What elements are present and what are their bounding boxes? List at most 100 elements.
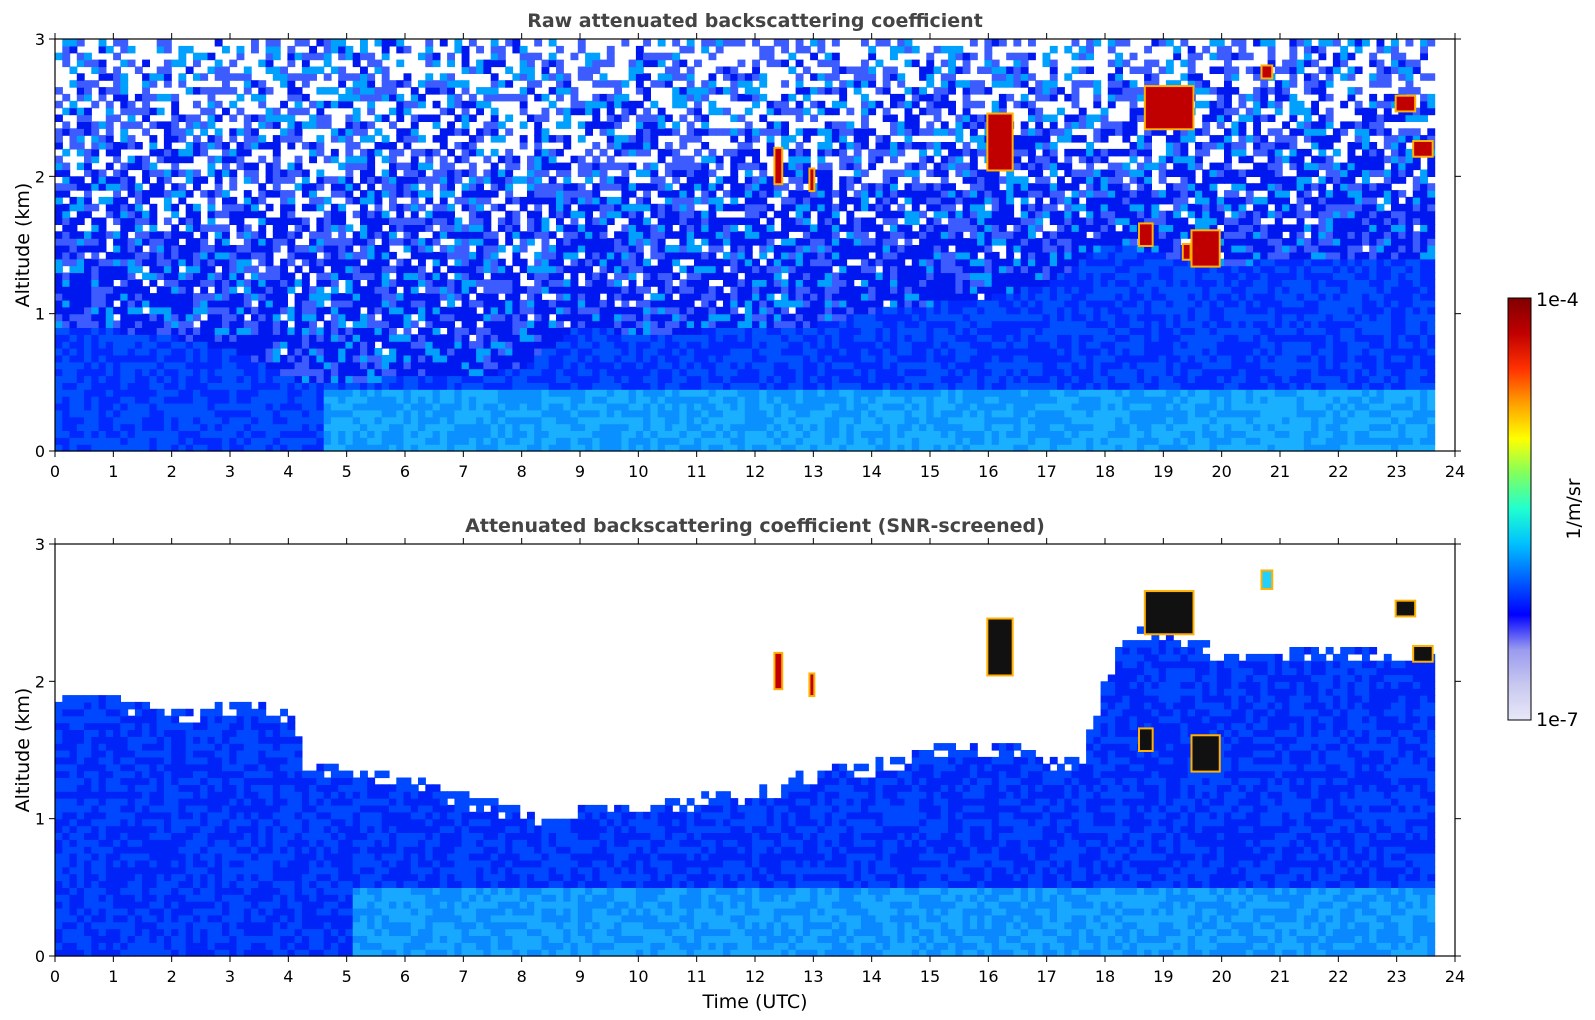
- backscatter-cell: [490, 375, 499, 383]
- backscatter-cell: [534, 341, 543, 349]
- raw-heatmap-area: [55, 39, 1436, 452]
- backscatter-cell: [592, 169, 601, 177]
- backscatter-cell: [316, 423, 325, 431]
- backscatter-cell: [563, 437, 572, 445]
- backscatter-cell: [628, 375, 637, 383]
- backscatter-cell: [280, 327, 288, 335]
- backscatter-cell: [483, 93, 492, 102]
- backscatter-cell: [606, 444, 615, 452]
- backscatter-cell: [272, 402, 281, 411]
- backscatter-cell: [403, 265, 412, 274]
- backscatter-cell: [149, 162, 158, 171]
- backscatter-cell: [723, 389, 731, 397]
- backscatter-cell: [98, 293, 107, 301]
- backscatter-cell: [425, 272, 434, 280]
- backscatter-cell: [323, 293, 332, 301]
- backscatter-cell: [497, 341, 506, 349]
- backscatter-cell: [759, 327, 768, 335]
- backscatter-cell: [425, 402, 434, 411]
- backscatter-cell: [556, 341, 564, 349]
- backscatter-cell: [381, 306, 390, 315]
- backscatter-cell: [425, 361, 434, 370]
- backscatter-cell: [178, 272, 187, 280]
- backscatter-cell: [592, 437, 601, 445]
- backscatter-cell: [200, 107, 209, 116]
- backscatter-cell: [752, 217, 760, 225]
- backscatter-cell: [490, 272, 499, 280]
- backscatter-cell: [556, 66, 564, 74]
- backscatter-cell: [788, 293, 797, 301]
- backscatter-cell: [105, 341, 114, 349]
- backscatter-cell: [737, 93, 746, 102]
- backscatter-cell: [541, 320, 550, 328]
- backscatter-cell: [577, 45, 586, 54]
- backscatter-cell: [476, 389, 484, 397]
- backscatter-cell: [338, 100, 347, 109]
- backscatter-cell: [55, 444, 63, 452]
- backscatter-cell: [120, 389, 129, 397]
- backscatter-cell: [243, 245, 252, 253]
- backscatter-cell: [592, 121, 601, 129]
- backscatter-cell: [505, 238, 514, 246]
- backscatter-cell: [171, 354, 180, 363]
- backscatter-cell: [265, 238, 274, 246]
- backscatter-cell: [563, 251, 572, 260]
- backscatter-cell: [454, 114, 463, 122]
- backscatter-cell: [142, 217, 150, 225]
- backscatter-cell: [301, 224, 310, 232]
- backscatter-cell: [381, 210, 390, 219]
- backscatter-cell: [672, 437, 681, 445]
- backscatter-cell: [251, 416, 259, 425]
- backscatter-cell: [301, 121, 310, 129]
- backscatter-cell: [723, 39, 731, 47]
- backscatter-cell: [490, 176, 499, 184]
- backscatter-cell: [222, 416, 230, 425]
- backscatter-cell: [563, 334, 572, 342]
- backscatter-cell: [817, 327, 826, 335]
- backscatter-cell: [69, 183, 78, 191]
- backscatter-cell: [330, 155, 339, 164]
- backscatter-cell: [352, 183, 361, 191]
- backscatter-cell: [243, 437, 252, 445]
- backscatter-cell: [374, 217, 383, 225]
- backscatter-cell: [592, 258, 601, 267]
- backscatter-cell: [272, 354, 281, 363]
- backscatter-cell: [679, 73, 688, 81]
- backscatter-cell: [367, 87, 376, 95]
- backscatter-cell: [490, 437, 499, 445]
- backscatter-cell: [142, 437, 150, 445]
- backscatter-cell: [178, 299, 187, 308]
- backscatter-cell: [345, 155, 354, 164]
- backscatter-cell: [127, 210, 136, 219]
- backscatter-cell: [447, 100, 455, 109]
- backscatter-cell: [708, 245, 717, 253]
- backscatter-cell: [694, 231, 702, 239]
- backscatter-cell: [171, 444, 180, 452]
- backscatter-cell: [505, 382, 514, 390]
- backscatter-cell: [672, 176, 681, 184]
- backscatter-cell: [686, 354, 695, 363]
- backscatter-cell: [229, 416, 238, 425]
- backscatter-cell: [628, 286, 637, 294]
- backscatter-cell: [156, 348, 165, 356]
- backscatter-cell: [251, 39, 259, 47]
- backscatter-cell: [672, 251, 681, 260]
- backscatter-cell: [301, 59, 310, 68]
- backscatter-cell: [403, 444, 412, 452]
- backscatter-cell: [548, 396, 557, 404]
- backscatter-cell: [330, 375, 339, 383]
- backscatter-cell: [200, 265, 209, 274]
- backscatter-cell: [563, 382, 572, 390]
- backscatter-cell: [577, 396, 586, 404]
- backscatter-cell: [120, 272, 129, 280]
- backscatter-cell: [360, 293, 368, 301]
- backscatter-cell: [512, 320, 521, 328]
- backscatter-cell: [592, 416, 601, 425]
- backscatter-cell: [694, 251, 702, 260]
- backscatter-cell: [294, 245, 303, 253]
- backscatter-cell: [447, 251, 455, 260]
- backscatter-cell: [744, 87, 753, 95]
- backscatter-cell: [149, 279, 158, 287]
- backscatter-cell: [679, 100, 688, 109]
- backscatter-cell: [229, 183, 238, 191]
